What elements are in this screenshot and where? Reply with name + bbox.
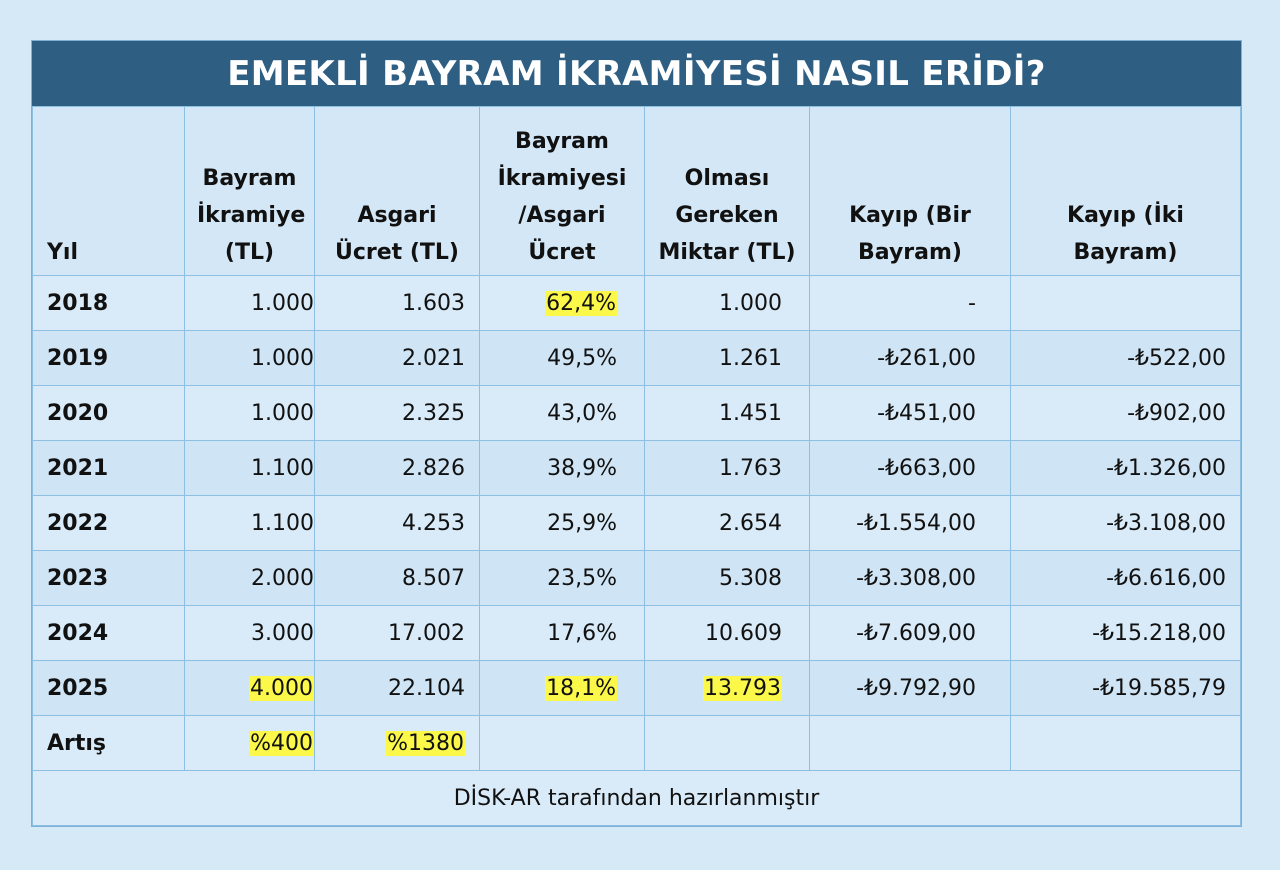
- loss-two-cell: -₺19.585,79: [1010, 660, 1241, 716]
- loss-one-cell: -₺261,00: [809, 330, 1011, 386]
- should-be-cell: 1.261: [644, 330, 810, 386]
- infographic-table-card: EMEKLİ BAYRAM İKRAMİYESİ NASIL ERİDİ? Yı…: [31, 40, 1242, 827]
- title-bar: EMEKLİ BAYRAM İKRAMİYESİ NASIL ERİDİ?: [32, 41, 1241, 106]
- ratio-cell: 43,0%: [479, 385, 645, 441]
- highlighted-ratio: 62,4%: [545, 290, 617, 316]
- table-row: 2020 1.000 2.325 43,0% 1.451 -₺451,00 -₺…: [32, 385, 1241, 441]
- empty-cell: [479, 715, 645, 771]
- column-header-year: Yıl: [32, 106, 185, 276]
- min-wage-cell: 8.507: [314, 550, 480, 606]
- min-wage-cell: 1.603: [314, 275, 480, 331]
- column-header-bonus: Bayram İkramiye (TL): [184, 106, 315, 276]
- empty-cell: [644, 715, 810, 771]
- loss-two-cell: -₺3.108,00: [1010, 495, 1241, 551]
- bonus-cell: 3.000: [184, 605, 315, 661]
- loss-two-cell: [1010, 275, 1241, 331]
- bonus-cell: 2.000: [184, 550, 315, 606]
- empty-cell: [1010, 715, 1241, 771]
- ratio-cell: 49,5%: [479, 330, 645, 386]
- ratio-cell: 25,9%: [479, 495, 645, 551]
- min-wage-increase-cell: %1380: [314, 715, 480, 771]
- should-be-cell: 1.000: [644, 275, 810, 331]
- loss-one-cell: -₺663,00: [809, 440, 1011, 496]
- year-cell: 2020: [32, 385, 185, 441]
- year-cell: 2022: [32, 495, 185, 551]
- highlighted-bonus-increase: %400: [249, 730, 314, 756]
- min-wage-cell: 2.325: [314, 385, 480, 441]
- loss-one-cell: -₺7.609,00: [809, 605, 1011, 661]
- bonus-cell: 1.000: [184, 330, 315, 386]
- loss-one-cell: -: [809, 275, 1011, 331]
- table-row: 2024 3.000 17.002 17,6% 10.609 -₺7.609,0…: [32, 605, 1241, 661]
- year-cell: 2023: [32, 550, 185, 606]
- highlighted-should-be: 13.793: [703, 675, 782, 701]
- loss-one-cell: -₺1.554,00: [809, 495, 1011, 551]
- should-be-cell: 13.793: [644, 660, 810, 716]
- loss-one-cell: -₺9.792,90: [809, 660, 1011, 716]
- year-cell: 2021: [32, 440, 185, 496]
- should-be-cell: 1.451: [644, 385, 810, 441]
- bonus-increase-cell: %400: [184, 715, 315, 771]
- column-header-ratio: Bayram İkramiyesi /Asgari Ücret: [479, 106, 645, 276]
- column-header-should-be: Olması Gereken Miktar (TL): [644, 106, 810, 276]
- bonus-cell: 1.100: [184, 440, 315, 496]
- min-wage-cell: 17.002: [314, 605, 480, 661]
- year-cell: 2025: [32, 660, 185, 716]
- min-wage-cell: 2.021: [314, 330, 480, 386]
- source-note: DİSK-AR tarafından hazırlanmıştır: [32, 770, 1241, 826]
- bonus-cell: 1.100: [184, 495, 315, 551]
- min-wage-cell: 2.826: [314, 440, 480, 496]
- table-row: 2019 1.000 2.021 49,5% 1.261 -₺261,00 -₺…: [32, 330, 1241, 386]
- empty-cell: [809, 715, 1011, 771]
- should-be-cell: 2.654: [644, 495, 810, 551]
- column-header-min-wage: Asgari Ücret (TL): [314, 106, 480, 276]
- increase-row: Artış %400 %1380: [32, 715, 1241, 771]
- loss-two-cell: -₺1.326,00: [1010, 440, 1241, 496]
- table-row: 2018 1.000 1.603 62,4% 1.000 -: [32, 275, 1241, 331]
- year-cell: 2019: [32, 330, 185, 386]
- highlighted-min-wage-increase: %1380: [386, 730, 465, 756]
- should-be-cell: 5.308: [644, 550, 810, 606]
- highlighted-bonus: 4.000: [249, 675, 314, 701]
- year-cell: 2024: [32, 605, 185, 661]
- highlighted-ratio: 18,1%: [545, 675, 617, 701]
- loss-one-cell: -₺451,00: [809, 385, 1011, 441]
- bonus-cell: 1.000: [184, 275, 315, 331]
- min-wage-cell: 22.104: [314, 660, 480, 716]
- should-be-cell: 1.763: [644, 440, 810, 496]
- ratio-cell: 18,1%: [479, 660, 645, 716]
- table-row: 2022 1.100 4.253 25,9% 2.654 -₺1.554,00 …: [32, 495, 1241, 551]
- bonus-cell: 1.000: [184, 385, 315, 441]
- data-table: Yıl Bayram İkramiye (TL) Asgari Ücret (T…: [32, 106, 1241, 826]
- increase-label-cell: Artış: [32, 715, 185, 771]
- year-cell: 2018: [32, 275, 185, 331]
- loss-two-cell: -₺6.616,00: [1010, 550, 1241, 606]
- ratio-cell: 62,4%: [479, 275, 645, 331]
- column-header-loss-two: Kayıp (İki Bayram): [1010, 106, 1241, 276]
- should-be-cell: 10.609: [644, 605, 810, 661]
- table-row: 2025 4.000 22.104 18,1% 13.793 -₺9.792,9…: [32, 660, 1241, 716]
- table-row: 2021 1.100 2.826 38,9% 1.763 -₺663,00 -₺…: [32, 440, 1241, 496]
- min-wage-cell: 4.253: [314, 495, 480, 551]
- bonus-cell: 4.000: [184, 660, 315, 716]
- table-header-row: Yıl Bayram İkramiye (TL) Asgari Ücret (T…: [32, 106, 1241, 276]
- loss-two-cell: -₺522,00: [1010, 330, 1241, 386]
- ratio-cell: 23,5%: [479, 550, 645, 606]
- ratio-cell: 38,9%: [479, 440, 645, 496]
- loss-two-cell: -₺15.218,00: [1010, 605, 1241, 661]
- column-header-loss-one: Kayıp (Bir Bayram): [809, 106, 1011, 276]
- ratio-cell: 17,6%: [479, 605, 645, 661]
- page-title: EMEKLİ BAYRAM İKRAMİYESİ NASIL ERİDİ?: [227, 53, 1046, 94]
- loss-two-cell: -₺902,00: [1010, 385, 1241, 441]
- loss-one-cell: -₺3.308,00: [809, 550, 1011, 606]
- table-row: 2023 2.000 8.507 23,5% 5.308 -₺3.308,00 …: [32, 550, 1241, 606]
- footer-row: DİSK-AR tarafından hazırlanmıştır: [32, 770, 1241, 826]
